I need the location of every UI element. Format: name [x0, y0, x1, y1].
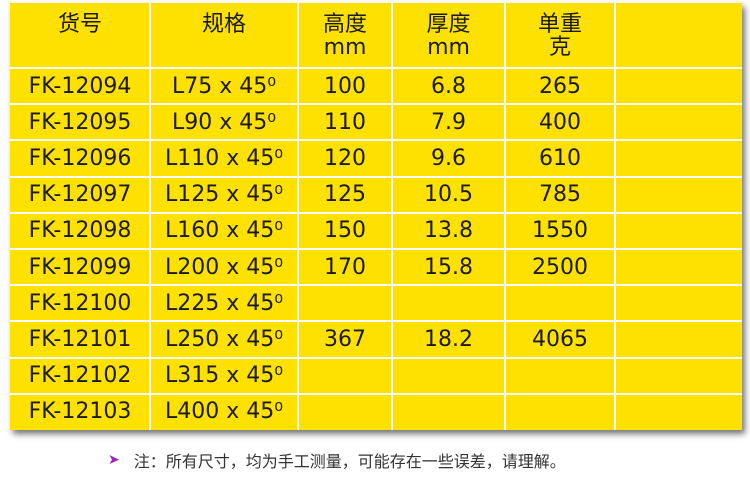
table-cell: L125 x 45⁰ — [164, 182, 284, 208]
row-divider — [10, 248, 742, 250]
header-text: 克 — [548, 35, 571, 60]
table-cell: 6.8 — [431, 73, 466, 99]
table-cell: L400 x 45⁰ — [164, 399, 284, 425]
table-cell: 2500 — [532, 254, 588, 280]
header-text: 高度 — [322, 12, 367, 37]
table-cell: 15.8 — [424, 254, 473, 280]
header-text: 单重 — [537, 12, 582, 37]
table-cell: L110 x 45⁰ — [164, 145, 284, 171]
table-cell: 120 — [324, 145, 366, 171]
header-cell: 高度 mm — [298, 3, 392, 68]
row-divider — [10, 320, 742, 323]
header-text: mm — [427, 35, 470, 60]
table-cell: 9.6 — [431, 145, 466, 171]
table-cell: L75 x 45⁰ — [171, 73, 277, 99]
table-cell: FK-12096 — [28, 145, 132, 171]
table-cell: 150 — [324, 218, 366, 244]
table-cell: 125 — [324, 182, 366, 208]
table-cell: 10.5 — [424, 182, 473, 208]
table-cell: 1550 — [532, 218, 588, 244]
table-cell: L90 x 45⁰ — [171, 109, 277, 135]
table-cell: FK-12095 — [28, 109, 132, 135]
header-text: 厚度 — [426, 12, 471, 37]
table-cell: L225 x 45⁰ — [164, 290, 284, 316]
table-cell: 100 — [324, 73, 366, 99]
header-cell: 厚度 mm — [392, 3, 505, 68]
row-divider — [10, 139, 742, 142]
table-cell: L250 x 45⁰ — [164, 326, 284, 352]
table-cell: FK-12098 — [28, 218, 132, 244]
table-cell: 18.2 — [424, 326, 473, 352]
header-text: 货号 — [57, 12, 102, 37]
table-cell: L200 x 45⁰ — [164, 254, 284, 280]
table-cell: 785 — [539, 182, 581, 208]
table-cell: 610 — [539, 145, 581, 171]
table-cell: FK-12102 — [28, 363, 132, 389]
column-divider — [504, 3, 506, 430]
column-divider — [149, 3, 151, 430]
header-cell: 规格 — [150, 3, 298, 68]
table-cell: 400 — [539, 109, 581, 135]
row-divider — [10, 175, 742, 178]
column-divider — [391, 3, 393, 430]
column-divider — [614, 3, 616, 430]
row-divider — [10, 392, 742, 395]
table-cell: 367 — [324, 326, 366, 352]
header-cell: 货号 — [10, 3, 150, 68]
bullet-arrow: ➤ — [108, 452, 120, 468]
header-cell: 单重克 — [505, 3, 615, 68]
row-divider — [10, 356, 742, 359]
column-divider — [297, 3, 299, 430]
table-cell: FK-12103 — [28, 399, 132, 425]
footnote: ➤ 注：所有尺寸，均为手工测量，可能存在一些误差，请理解。 — [108, 448, 566, 472]
header-text: 规格 — [201, 12, 246, 37]
table-cell: FK-12094 — [28, 73, 132, 99]
table-cell: FK-12100 — [28, 290, 132, 316]
table-cell: L160 x 45⁰ — [164, 218, 284, 244]
row-divider — [10, 67, 742, 69]
table-cell: FK-12101 — [28, 326, 132, 352]
row-divider — [10, 211, 742, 214]
table-cell: FK-12099 — [28, 254, 132, 280]
table-cell: 13.8 — [424, 218, 473, 244]
row-divider — [10, 103, 742, 106]
table-cell: 170 — [324, 254, 366, 280]
table-cell: FK-12097 — [28, 182, 132, 208]
header-text: mm — [323, 35, 367, 60]
table-cell: 4065 — [532, 326, 588, 352]
row-divider — [10, 284, 742, 287]
note-text: 注：所有尺寸，均为手工测量，可能存在一些误差，请理解。 — [133, 452, 566, 471]
table-cell: L315 x 45⁰ — [164, 363, 284, 389]
table-cell: 7.9 — [431, 109, 466, 135]
table-cell: 110 — [324, 109, 366, 135]
table-cell: 265 — [539, 73, 581, 99]
spec-table: 货号 规格 高度 mm 厚度 mm 单重克 FK-12094 L75 x 45⁰ 100 6.8 26… — [10, 3, 742, 430]
